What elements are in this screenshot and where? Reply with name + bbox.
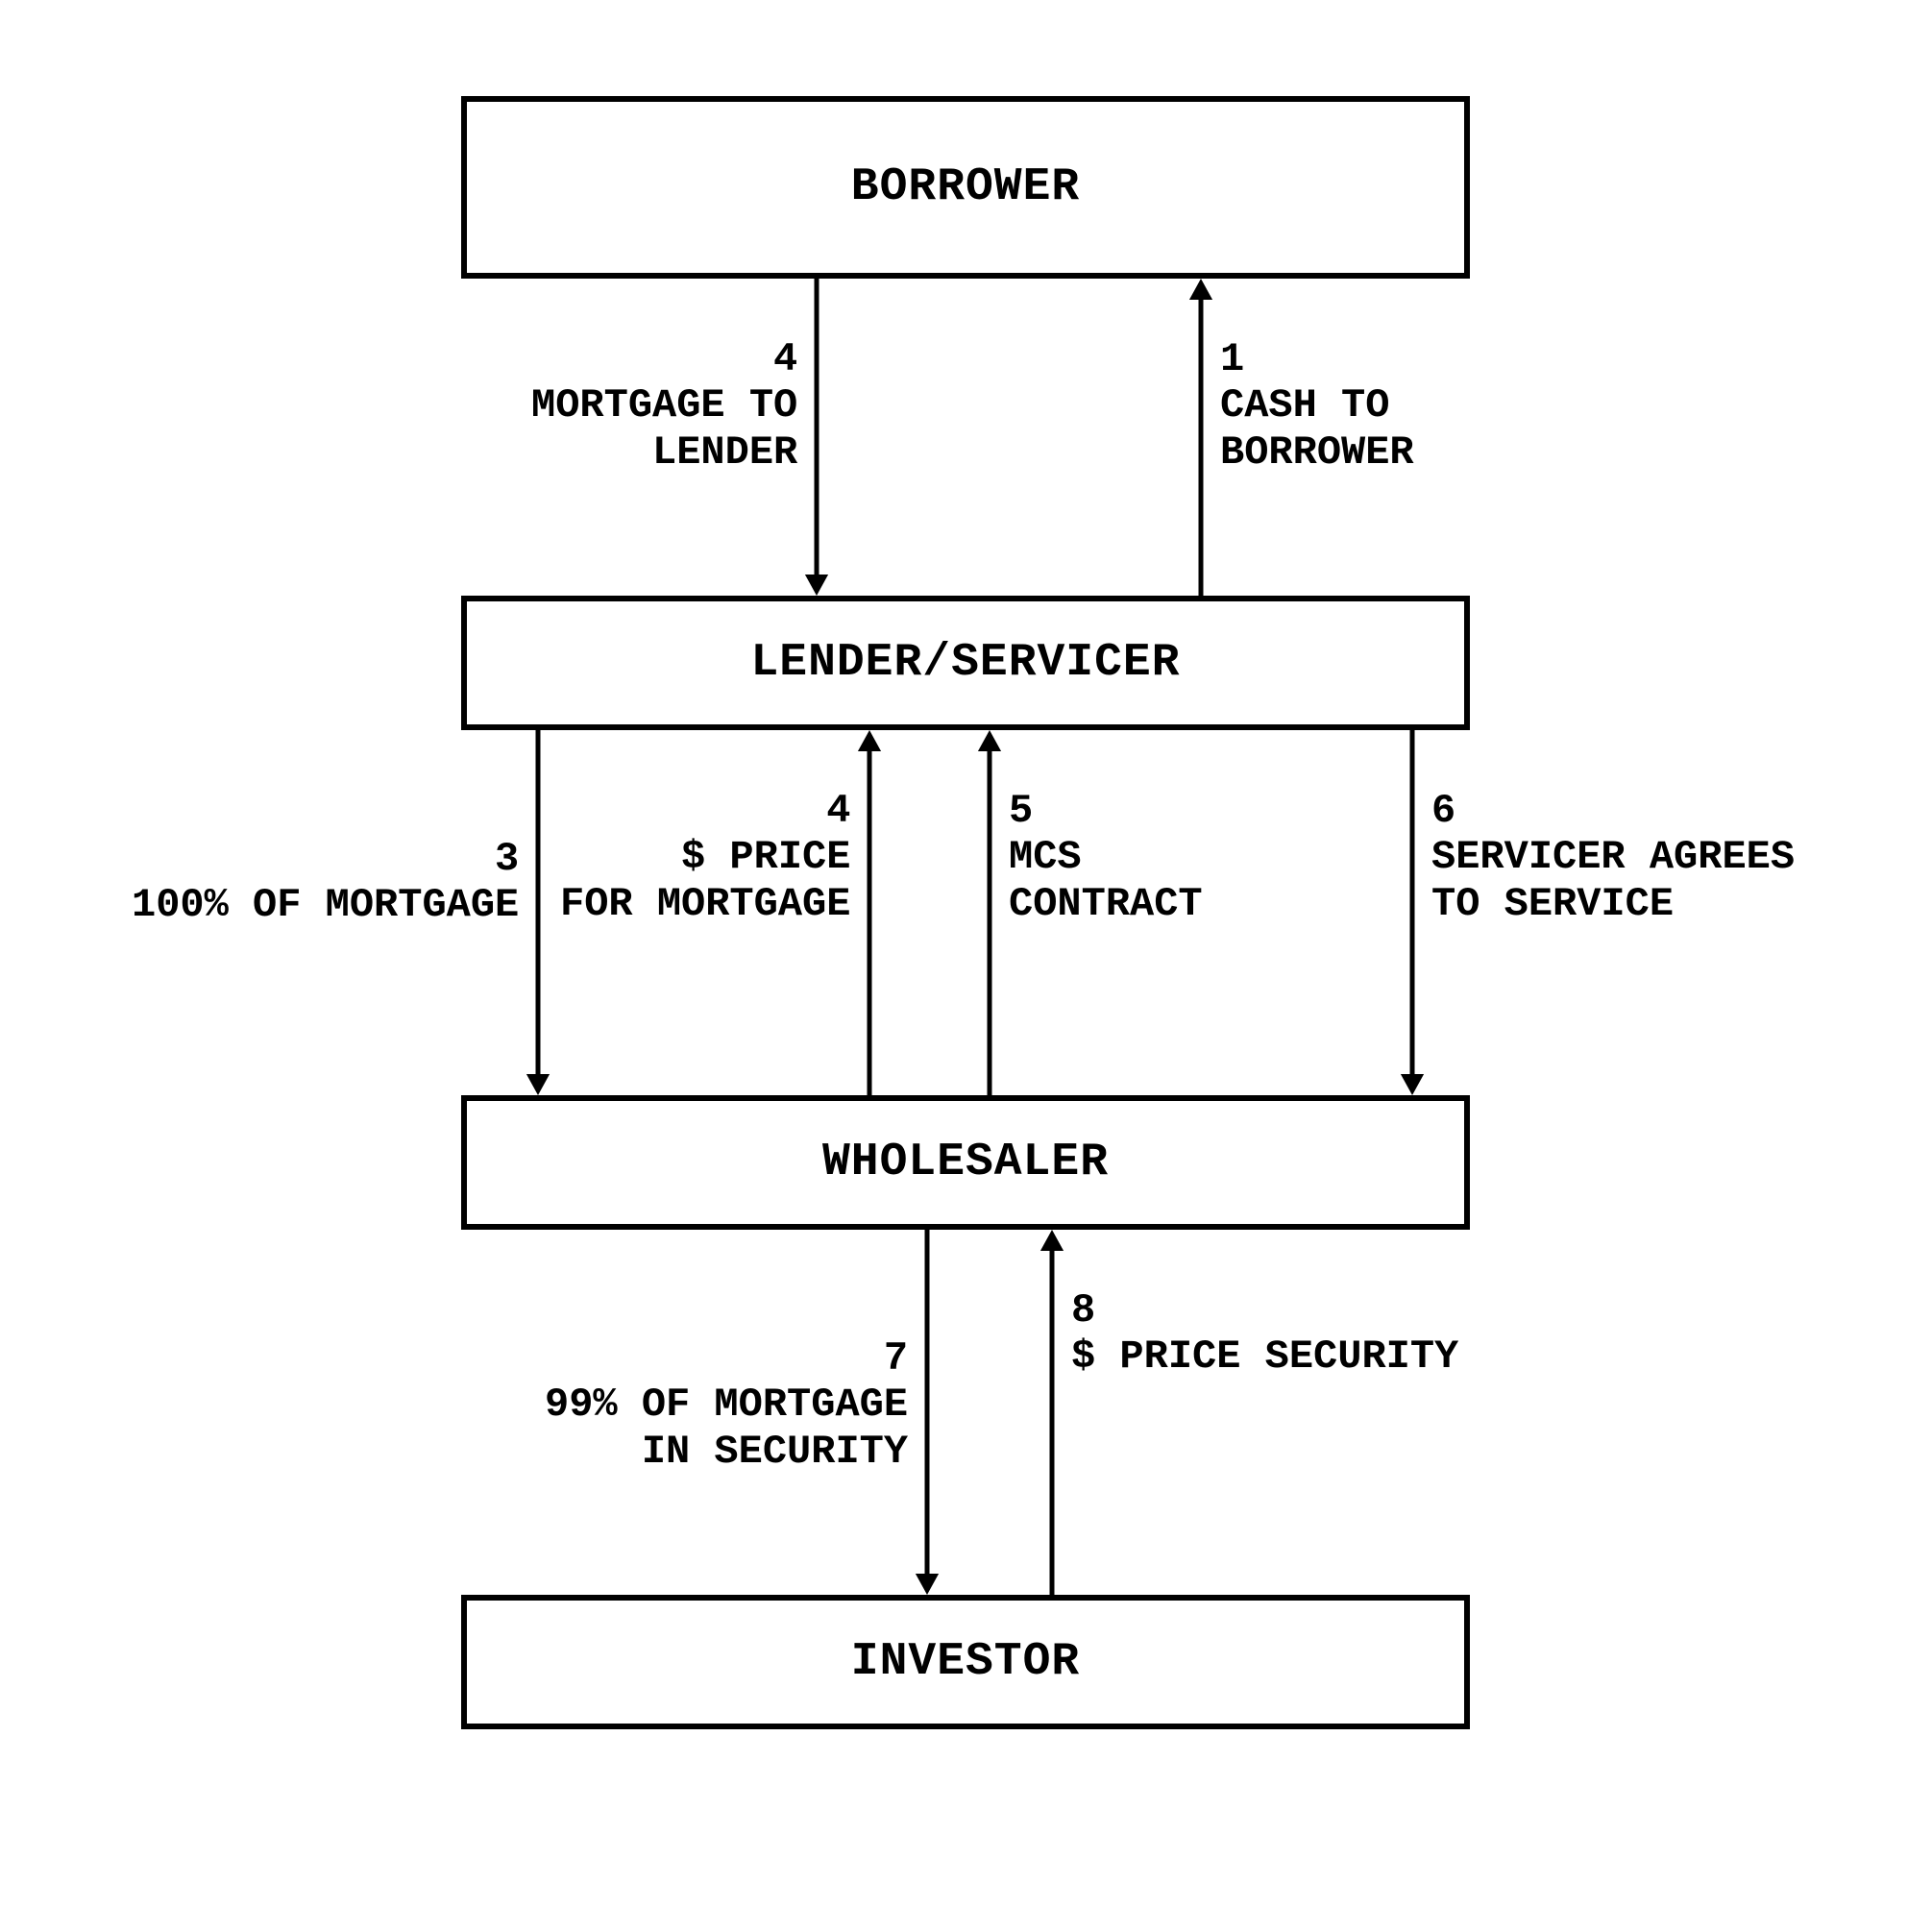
node-label: LENDER/SERVICER — [750, 637, 1180, 689]
edge-e1 — [1189, 279, 1212, 596]
edge-e7 — [916, 1230, 939, 1595]
edge-e4a — [805, 279, 828, 596]
node-label: INVESTOR — [851, 1636, 1080, 1688]
node-investor: INVESTOR — [461, 1595, 1470, 1729]
edge-e3 — [526, 730, 550, 1095]
edge-e8 — [1040, 1230, 1064, 1595]
edge-e6 — [1401, 730, 1424, 1095]
edge-label-l3: 3 100% OF MORTGAGE — [132, 836, 519, 929]
edge-label-l4a: 4 MORTGAGE TO LENDER — [531, 336, 797, 476]
node-label: WHOLESALER — [822, 1137, 1109, 1188]
node-borrower: BORROWER — [461, 96, 1470, 279]
node-label: BORROWER — [851, 161, 1080, 213]
node-lender: LENDER/SERVICER — [461, 596, 1470, 730]
edge-label-l7: 7 99% OF MORTGAGE IN SECURITY — [545, 1335, 908, 1475]
edge-label-l8: 8 $ PRICE SECURITY — [1071, 1287, 1458, 1381]
edge-label-l4b: 4 $ PRICE FOR MORTGAGE — [560, 788, 850, 927]
mortgage-flowchart: BORROWER LENDER/SERVICER WHOLESALER INVESTO… — [0, 0, 1932, 1932]
edge-e5 — [978, 730, 1001, 1095]
edge-label-l5: 5 MCS CONTRACT — [1009, 788, 1203, 927]
edge-e4b — [858, 730, 881, 1095]
edge-label-l6: 6 SERVICER AGREES TO SERVICE — [1431, 788, 1795, 927]
node-wholesaler: WHOLESALER — [461, 1095, 1470, 1230]
edge-label-l1: 1 CASH TO BORROWER — [1220, 336, 1414, 476]
